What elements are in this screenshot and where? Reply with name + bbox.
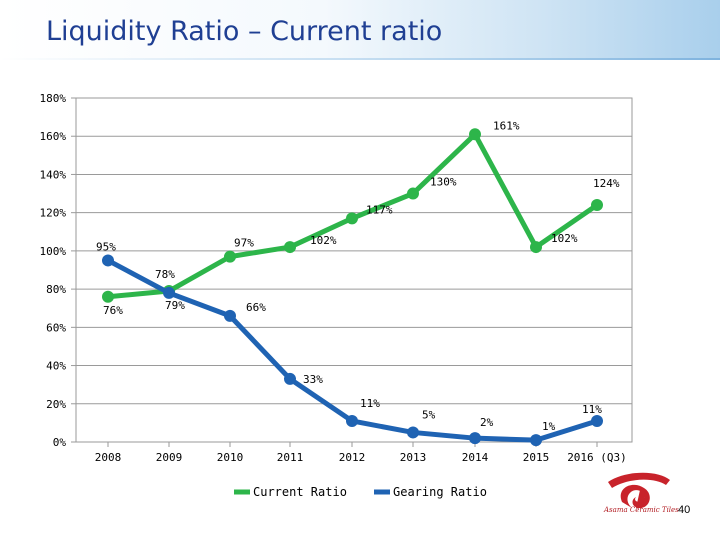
y-tick-label: 100% [40,245,67,258]
legend-label-gearing-ratio: Gearing Ratio [393,485,487,499]
page-number: 40 [678,504,691,516]
plot-area-border [75,97,633,443]
data-point-gearing-ratio [530,434,542,447]
data-point-gearing-ratio [591,414,603,427]
x-tick-label: 2015 [523,451,550,464]
series-gearing-ratio: 95% 78% 66% 33% 11% 5% 2% 1% 11% [96,240,603,447]
legend: Current Ratio Gearing Ratio [234,485,487,499]
data-label-gearing-ratio: 1% [542,420,556,433]
data-point-current-ratio [530,241,542,254]
x-tick-label: 2012 [339,451,366,464]
data-label-current-ratio: 124% [593,177,620,190]
data-point-current-ratio [346,212,358,225]
data-label-current-ratio: 102% [551,232,578,245]
data-label-gearing-ratio: 11% [360,397,380,410]
data-point-current-ratio [469,128,481,141]
x-tick-label: 2009 [156,451,183,464]
logo-swoosh-curl [620,484,650,508]
x-tick-label: 2014 [462,451,489,464]
x-tick-label: 2013 [400,451,427,464]
x-axis: 2008 2009 2010 2011 2012 2013 2014 2015 2016 (Q3… [95,442,627,464]
logo-stem [636,490,646,508]
data-point-gearing-ratio [284,372,296,385]
legend-item-current-ratio: Current Ratio [234,485,347,499]
x-tick-label: 2010 [217,451,244,464]
header-divider [0,58,720,60]
data-point-current-ratio [591,199,603,212]
y-axis: 0% 20% 40% 60% 80% 100% 120% 140% 160% 180% [40,92,76,449]
logo-swoosh-top [608,472,670,488]
data-point-current-ratio [224,250,236,263]
data-label-current-ratio: 76% [103,304,123,317]
data-point-gearing-ratio [163,286,175,299]
data-label-gearing-ratio: 11% [582,403,602,416]
header-band [0,0,720,60]
data-point-gearing-ratio [407,426,419,439]
data-point-current-ratio [102,290,114,303]
y-tick-label: 180% [40,92,67,105]
data-point-gearing-ratio [469,432,481,445]
data-label-current-ratio: 161% [493,119,520,132]
data-label-current-ratio: 117% [366,203,393,216]
data-point-current-ratio [407,187,419,200]
data-label-gearing-ratio: 66% [246,301,266,314]
series-current-ratio: 76% 79% 97% 102% 117% 130% 161% 102% 124% [102,119,620,317]
data-label-gearing-ratio: 95% [96,240,116,253]
y-tick-label: 60% [46,321,66,334]
data-point-gearing-ratio [102,254,114,267]
x-tick-label: 2016 (Q3) [567,451,627,464]
x-tick-label: 2008 [95,451,122,464]
data-point-gearing-ratio [346,414,358,427]
data-label-current-ratio: 79% [165,299,185,312]
y-tick-label: 140% [40,168,67,181]
company-logo [608,472,670,508]
data-label-gearing-ratio: 2% [480,416,494,429]
data-point-current-ratio [284,241,296,254]
y-tick-label: 120% [40,207,67,220]
legend-item-gearing-ratio: Gearing Ratio [374,485,487,499]
data-label-current-ratio: 97% [234,237,254,250]
data-label-gearing-ratio: 33% [303,373,323,386]
data-label-gearing-ratio: 78% [155,268,175,281]
y-tick-label: 20% [46,398,66,411]
logo-text: Asama Ceramic Tiles [604,506,679,514]
y-tick-label: 40% [46,360,66,373]
y-tick-label: 80% [46,283,66,296]
data-label-current-ratio: 130% [430,176,457,189]
series-line-gearing-ratio [105,257,600,443]
data-label-current-ratio: 102% [310,234,337,247]
x-tick-label: 2011 [277,451,304,464]
y-tick-label: 160% [40,130,67,143]
legend-label-current-ratio: Current Ratio [253,485,347,499]
series: 76% 79% 97% 102% 117% 130% 161% 102% 124% 95% 78% 6… [96,119,620,447]
page-title: Liquidity Ratio – Current ratio [46,16,443,47]
data-label-gearing-ratio: 5% [422,408,436,421]
data-point-gearing-ratio [224,309,236,322]
y-tick-label: 0% [53,436,67,449]
